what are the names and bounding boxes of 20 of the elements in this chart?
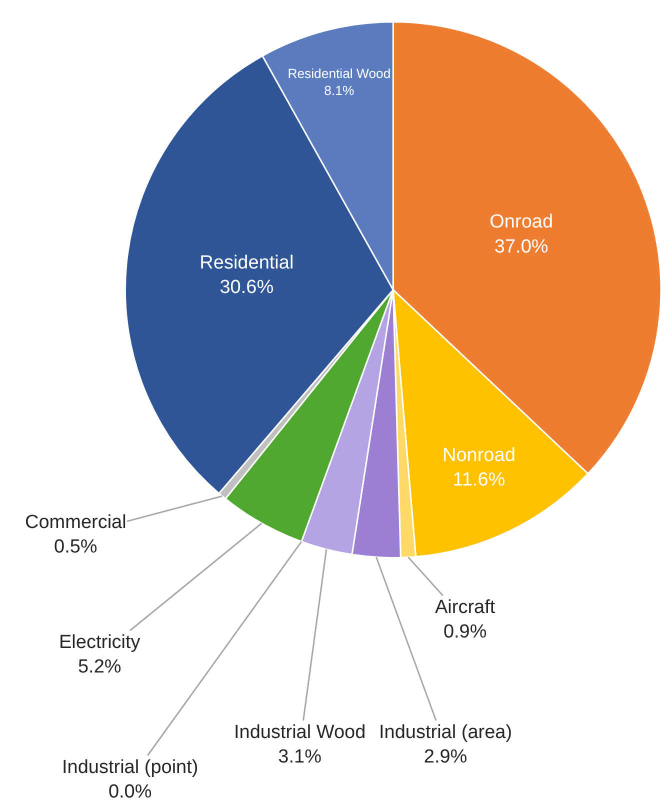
data-label: 0.9% [443, 622, 487, 643]
data-label: 5.2% [78, 656, 122, 678]
slice-label: Onroad [490, 212, 554, 233]
slice-label: Residential [200, 252, 294, 274]
data-label: 2.9% [424, 746, 468, 768]
data-label: 0.5% [54, 536, 98, 558]
slice-label: Electricity [59, 632, 141, 653]
slice-label: Residential Wood [288, 66, 391, 81]
slice-label: Commercial [25, 512, 126, 533]
slice-label: Industrial Wood [234, 722, 366, 743]
data-label: 11.6% [452, 469, 506, 490]
data-label: 37.0% [494, 236, 548, 258]
data-label: 8.1% [324, 83, 354, 98]
data-label: 3.1% [278, 746, 322, 768]
slice-label: Nonroad [442, 444, 516, 466]
slice-label: Aircraft [435, 597, 496, 618]
slice-label: Industrial (area) [379, 722, 512, 743]
category-label: Industrial (point) [62, 757, 198, 778]
text: 0.0% [108, 782, 152, 803]
data-label: 30.6% [220, 277, 274, 298]
